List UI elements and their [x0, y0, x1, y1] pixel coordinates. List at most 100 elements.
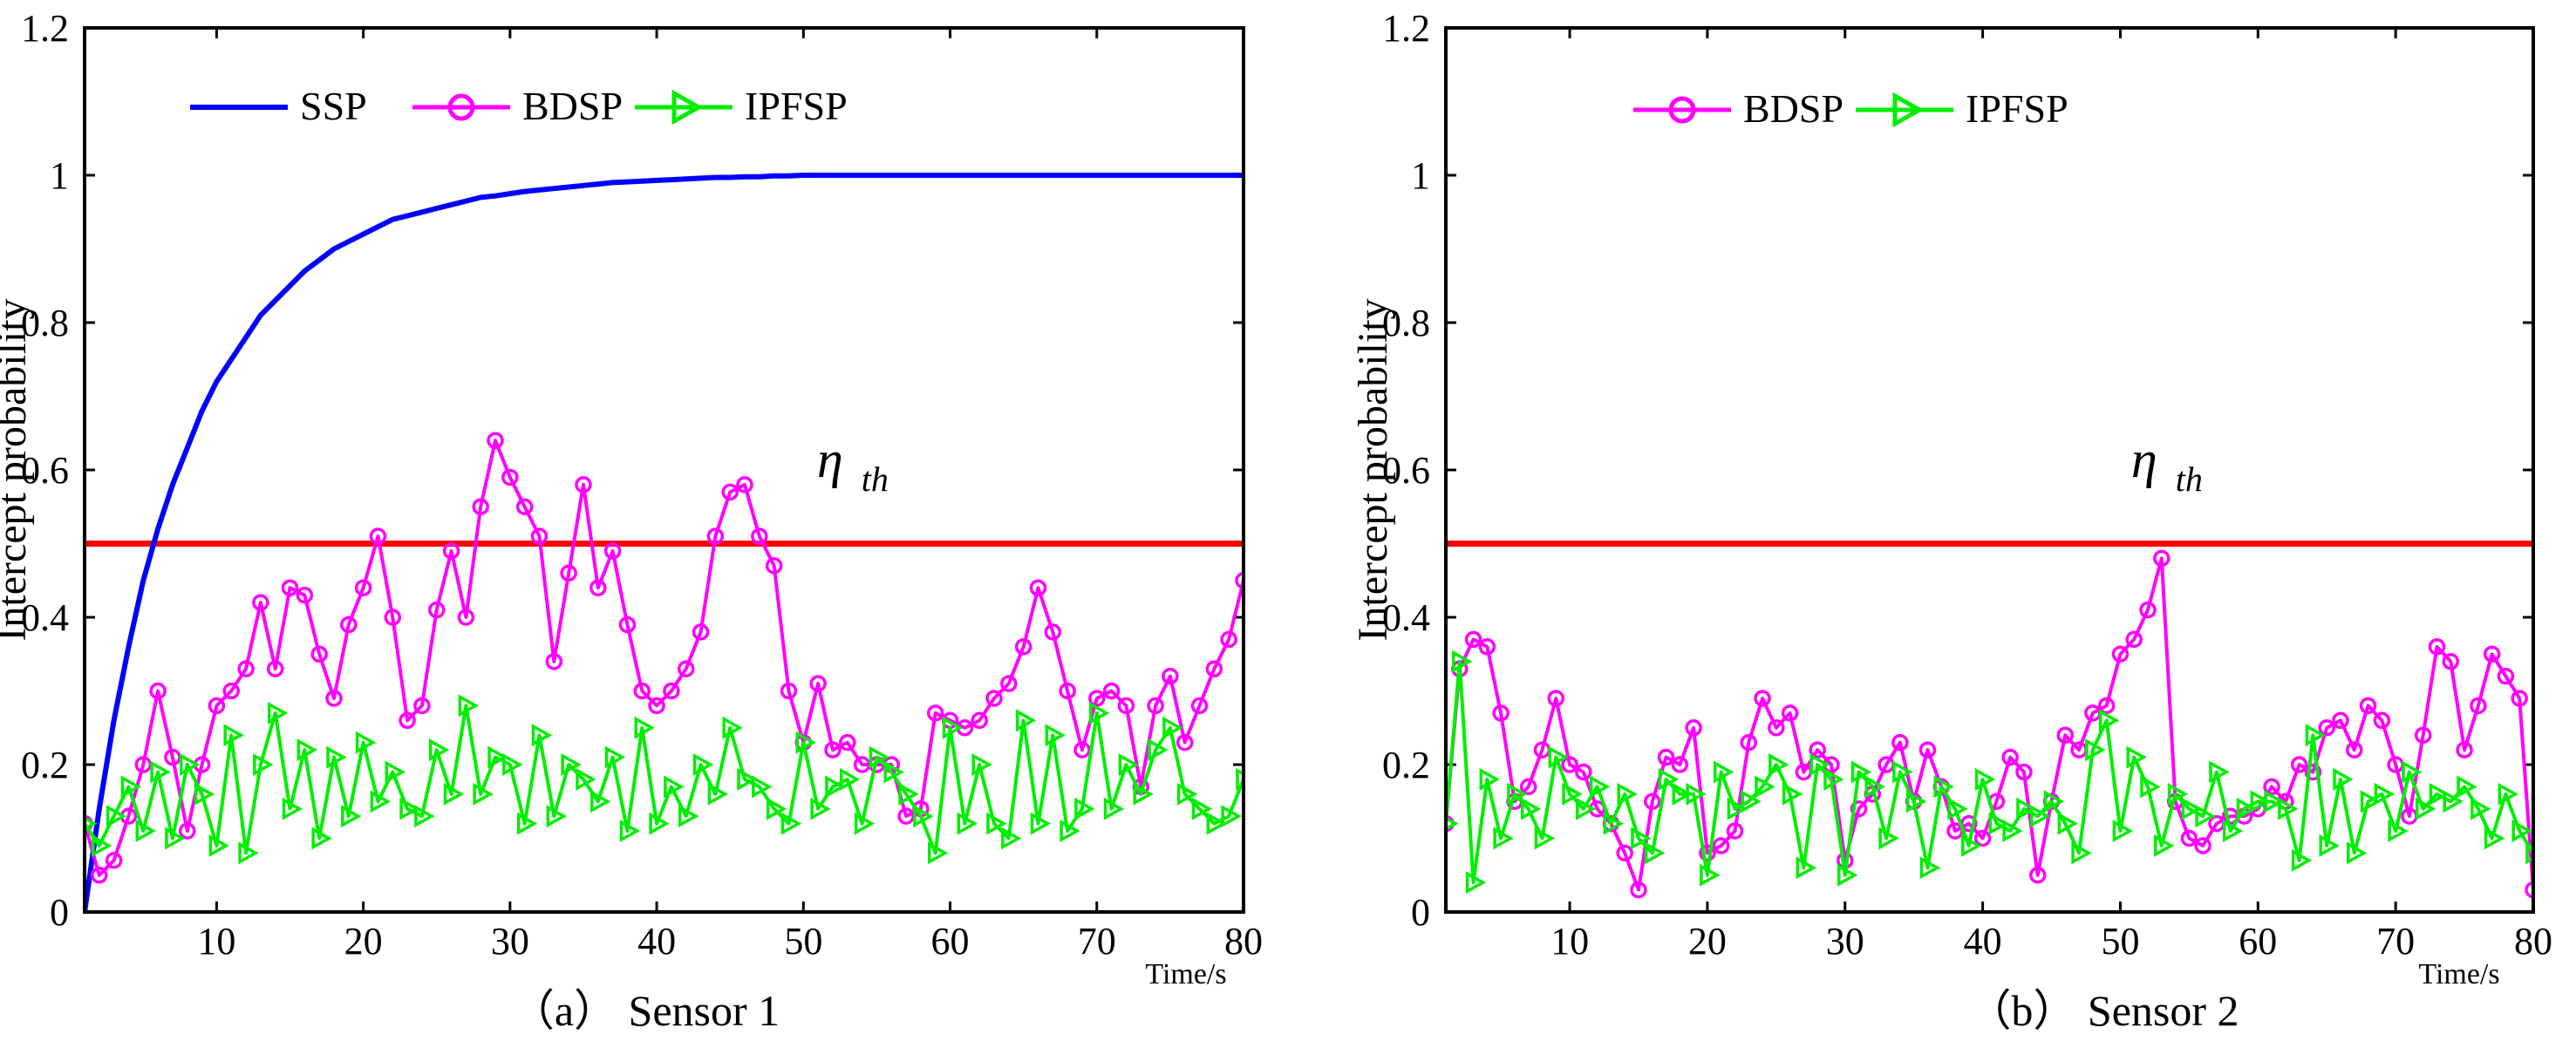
data-point	[2347, 841, 2368, 865]
x-tick-label: 60	[2239, 920, 2277, 963]
data-point	[1768, 753, 1789, 776]
plot-area	[1446, 549, 2533, 899]
data-point	[1603, 812, 1625, 835]
data-point	[1534, 827, 1556, 850]
data-point	[1630, 881, 1647, 899]
data-point	[2181, 797, 2202, 820]
data-point	[1479, 767, 1500, 791]
data-point	[442, 542, 460, 560]
data-point	[2346, 741, 2363, 759]
data-point	[1686, 782, 1707, 806]
data-point	[810, 797, 831, 820]
data-point	[2442, 652, 2460, 670]
data-point	[1837, 863, 1858, 887]
data-point	[384, 609, 402, 626]
data-point	[692, 623, 710, 641]
data-point	[530, 527, 549, 545]
data-point	[2015, 763, 2033, 781]
data-point	[2195, 805, 2216, 828]
data-point	[1088, 690, 1106, 707]
data-point	[282, 797, 303, 820]
y-tick-label: 0.8	[1382, 302, 1430, 344]
data-point	[2511, 690, 2528, 707]
data-point	[1974, 767, 1996, 791]
data-point	[1575, 763, 1592, 781]
data-point	[385, 760, 405, 784]
data-point	[2098, 709, 2120, 732]
data-point	[399, 711, 416, 730]
axes-frame	[83, 26, 1245, 914]
legend-label: SSP	[300, 84, 367, 128]
legend: SSP BDSP IPFSP	[190, 84, 848, 128]
data-point	[1919, 856, 1941, 880]
data-point	[1478, 638, 1496, 656]
data-point	[1206, 812, 1227, 835]
data-point	[1493, 827, 1514, 850]
data-point	[487, 432, 504, 449]
data-point	[2374, 782, 2395, 806]
threshold-label-sub: th	[2176, 459, 2203, 499]
data-point	[2043, 790, 2065, 813]
data-point	[1562, 782, 1583, 806]
data-point	[253, 753, 274, 776]
legend-item-bdsp: BDSP	[412, 84, 623, 128]
data-point	[106, 805, 127, 828]
data-point	[766, 797, 787, 820]
data-point	[1548, 745, 1569, 769]
x-tick-label: 70	[1078, 920, 1116, 963]
data-point	[165, 827, 186, 850]
data-point	[2085, 738, 2106, 762]
data-point	[2304, 763, 2322, 781]
data-point	[1781, 704, 1799, 722]
data-point	[179, 822, 196, 840]
data-point	[2525, 881, 2533, 899]
data-point	[1741, 790, 1762, 813]
data-point	[1850, 760, 1872, 784]
data-point	[1148, 738, 1169, 762]
data-point	[1015, 709, 1037, 732]
data-point	[927, 841, 949, 865]
y-tick-label: 0	[50, 891, 69, 934]
data-point	[1547, 690, 1565, 707]
data-point	[1001, 827, 1022, 850]
data-point	[2264, 790, 2285, 813]
data-point	[414, 805, 435, 828]
data-point	[296, 738, 317, 762]
y-tick-label: 0.8	[21, 302, 69, 344]
data-point	[2415, 797, 2436, 820]
data-point	[737, 767, 758, 791]
data-point	[1878, 827, 1899, 850]
data-point	[310, 645, 328, 663]
data-point	[809, 675, 827, 692]
data-point	[2497, 667, 2515, 685]
data-point	[2318, 719, 2335, 737]
data-point	[91, 867, 108, 884]
data-point	[986, 812, 1007, 835]
data-point	[545, 652, 563, 670]
data-point	[1809, 753, 1830, 776]
data-point	[311, 827, 332, 850]
data-point	[957, 812, 978, 835]
data-point	[1117, 697, 1135, 715]
data-point	[883, 760, 904, 784]
x-tick-label: 50	[784, 920, 822, 963]
data-point	[1507, 782, 1528, 806]
data-point	[341, 805, 362, 828]
data-point	[751, 527, 768, 545]
data-point	[706, 527, 725, 545]
data-point	[1700, 863, 1721, 887]
data-point	[2333, 767, 2354, 791]
data-point	[473, 782, 494, 806]
x-tick-label: 80	[2514, 920, 2552, 963]
data-point	[501, 468, 519, 487]
data-point	[1699, 844, 1716, 862]
data-point	[2140, 775, 2161, 799]
data-point	[2290, 756, 2308, 773]
y-tick-label: 1.2	[1382, 7, 1430, 50]
series-ipfsp	[1446, 650, 2533, 895]
data-point	[2332, 711, 2349, 730]
data-point	[1672, 782, 1693, 806]
data-point	[721, 483, 739, 501]
data-point	[765, 557, 783, 575]
data-point	[1220, 630, 1237, 649]
